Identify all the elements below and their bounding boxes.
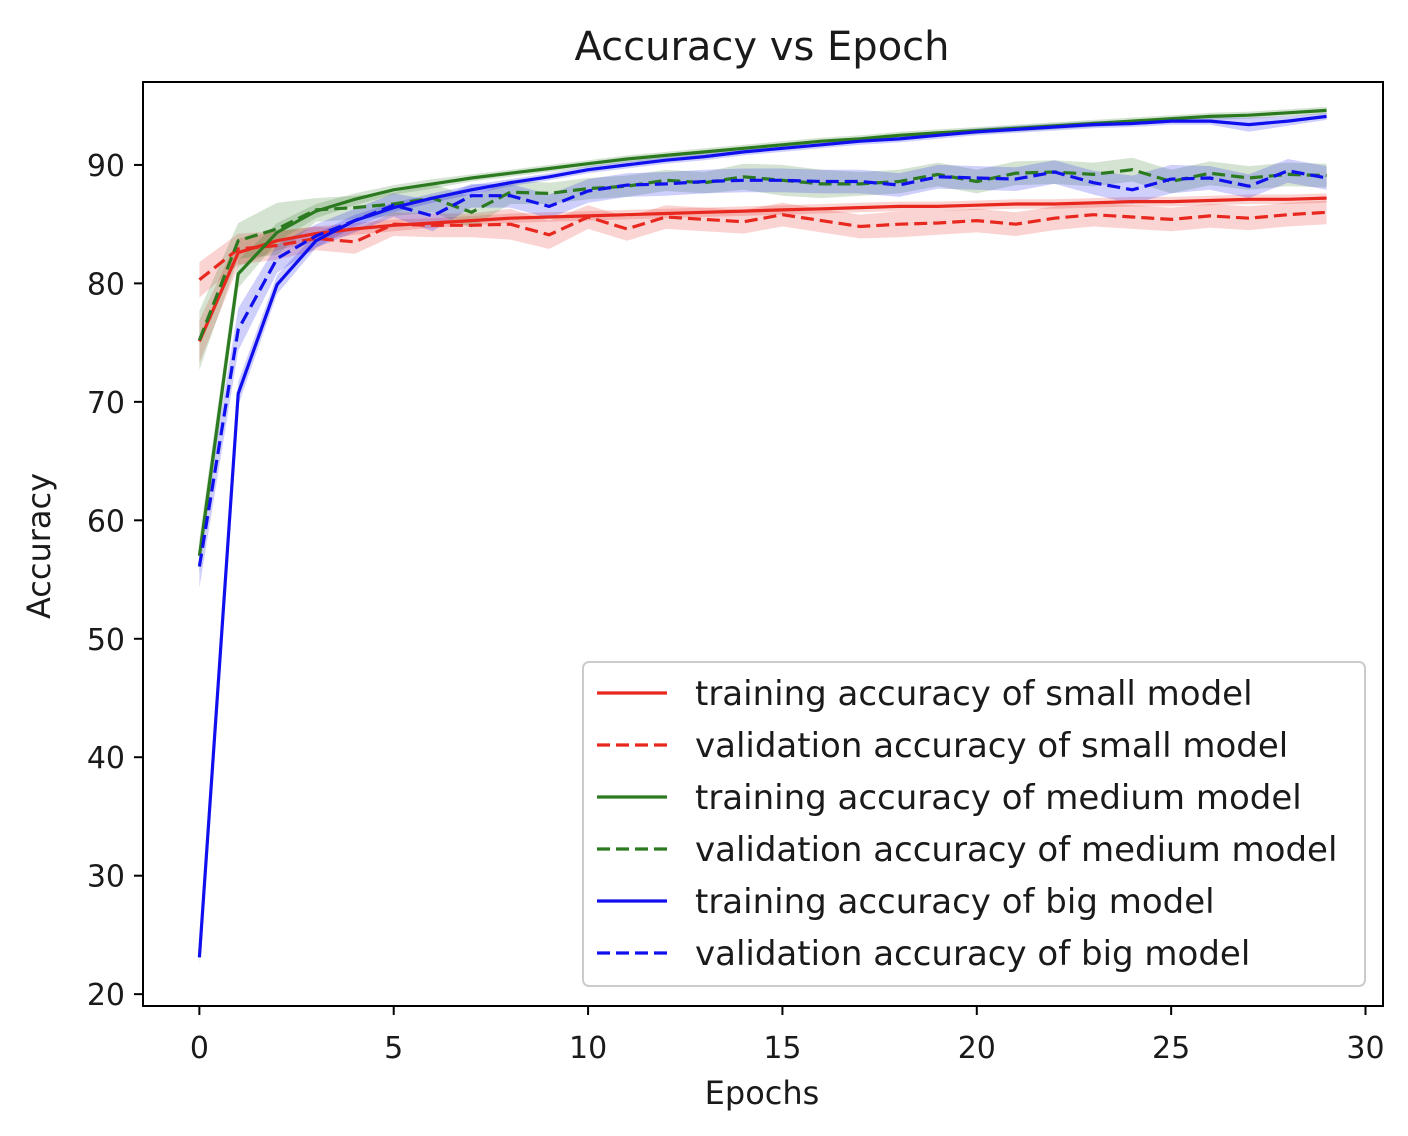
legend-label: validation accuracy of small model: [695, 726, 1288, 766]
x-tick-label: 0: [190, 1031, 209, 1066]
legend-label: validation accuracy of big model: [695, 934, 1250, 974]
y-tick-label: 40: [87, 741, 125, 776]
x-tick-label: 20: [958, 1031, 996, 1066]
x-tick-label: 15: [763, 1031, 801, 1066]
y-axis-ticks: 20 30 40 50 60 70 80 90: [87, 149, 143, 1013]
y-axis-label: Accuracy: [20, 473, 58, 619]
y-tick-label: 80: [87, 267, 125, 302]
x-tick-label: 5: [384, 1031, 403, 1066]
y-tick-label: 60: [87, 504, 125, 539]
series-5-line: [197, 169, 1327, 567]
legend-items: training accuracy of small model validati…: [597, 674, 1337, 974]
y-tick-label: 30: [87, 860, 125, 895]
series-4-line: [197, 114, 1327, 958]
legend-label: training accuracy of big model: [695, 882, 1215, 922]
series-3-line: [197, 168, 1327, 341]
y-tick-label: 70: [87, 386, 125, 421]
x-tick-label: 10: [569, 1031, 607, 1066]
x-tick-label: 25: [1152, 1031, 1190, 1066]
x-axis-label: Epochs: [705, 1074, 820, 1112]
legend-label: training accuracy of medium model: [695, 778, 1302, 818]
y-tick-label: 90: [87, 149, 125, 184]
legend-box: [582, 661, 1366, 987]
legend-label: training accuracy of small model: [695, 674, 1253, 714]
y-tick-label: 20: [87, 978, 125, 1013]
chart-title: Accuracy vs Epoch: [574, 24, 949, 70]
x-axis-ticks: 0 5 10 15 20 25 30: [190, 1006, 1385, 1066]
series-0-line: [197, 196, 1327, 343]
series-2-line: [197, 108, 1327, 557]
y-tick-label: 50: [87, 623, 125, 658]
legend: training accuracy of small model validati…: [582, 661, 1366, 987]
legend-label: validation accuracy of medium model: [695, 830, 1337, 870]
x-tick-label: 30: [1346, 1031, 1384, 1066]
series-3-band: [199, 157, 1327, 370]
series-lines: [197, 108, 1327, 958]
plot-area-frame: [142, 81, 1384, 1007]
series-1-line: [198, 210, 1327, 282]
